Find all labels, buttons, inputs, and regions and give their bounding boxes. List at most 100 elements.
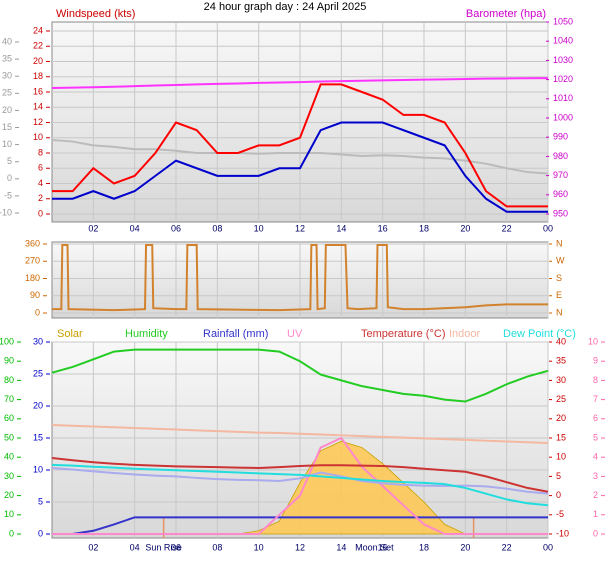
annotation: Moon Set	[355, 542, 394, 552]
y-tick-label: 20	[33, 56, 43, 66]
y2-tick-label: W	[556, 256, 565, 266]
y2-axis-label: Barometer (hpa)	[466, 8, 546, 20]
y-tick-label: 0	[38, 528, 43, 538]
y3-tick-label: 60	[4, 413, 14, 423]
y3-tick-label: 10	[2, 139, 12, 149]
x-tick-label: 16	[378, 223, 388, 233]
y-tick-label: 24	[33, 25, 43, 35]
y2-tick-label: 950	[553, 208, 568, 218]
x-tick-label: 06	[171, 223, 181, 233]
line	[51, 139, 549, 175]
line	[52, 83, 548, 208]
legend-entry: Temperature (°C)	[361, 328, 445, 340]
y3-tick-label: 0	[7, 173, 12, 183]
y2-tick-label: -5	[556, 509, 564, 519]
y2-tick-label: 1010	[553, 93, 573, 103]
x-tick-label: 18	[419, 542, 429, 552]
y3-tick-label: 0	[9, 528, 14, 538]
y4-tick-label: 1	[593, 509, 598, 519]
y-tick-label: 12	[33, 117, 43, 127]
y4-tick-label: 8	[593, 375, 598, 385]
y2-tick-label: N	[556, 307, 563, 317]
y4-tick-label: 10	[588, 336, 598, 346]
y4-tick-label: 2	[593, 490, 598, 500]
y3-tick-label: 30	[2, 71, 12, 81]
y2-tick-label: 30	[556, 375, 566, 385]
y-tick-label: 270	[25, 256, 40, 266]
y2-tick-label: 1020	[553, 74, 573, 84]
y-tick-label: 22	[33, 41, 43, 51]
y-tick-label: 360	[25, 238, 40, 248]
y-tick-label: 6	[38, 163, 43, 173]
y3-tick-label: 35	[2, 53, 12, 63]
y3-tick-label: 90	[4, 356, 14, 366]
line	[51, 466, 549, 495]
x-tick-label: 02	[88, 542, 98, 552]
y2-tick-label: 25	[556, 394, 566, 404]
y2-tick-label: 990	[553, 132, 568, 142]
y2-tick-label: 960	[553, 189, 568, 199]
y-tick-label: 14	[33, 102, 43, 112]
chart-title: 24 hour graph day : 24 April 2025	[204, 1, 367, 13]
legend-entry: Indoor	[449, 328, 481, 340]
y3-tick-label: 10	[4, 509, 14, 519]
y3-tick-label: 15	[2, 122, 12, 132]
x-tick-label: 08	[212, 223, 222, 233]
y3-tick-label: 80	[4, 375, 14, 385]
y3-tick-label: 100	[0, 336, 14, 346]
y2-tick-label: 15	[556, 432, 566, 442]
y2-tick-label: -10	[556, 528, 569, 538]
x-tick-label: 16	[378, 542, 388, 552]
legend-entry: Dew Point (°C)	[503, 328, 576, 340]
y2-tick-label: 40	[556, 336, 566, 346]
x-tick-label: 10	[254, 542, 264, 552]
y3-tick-label: 40	[4, 452, 14, 462]
y3-tick-label: -5	[4, 190, 12, 200]
x-tick-label: 20	[460, 223, 470, 233]
y4-tick-label: 5	[593, 432, 598, 442]
y3-tick-label: 30	[4, 471, 14, 481]
y2-tick-label: S	[556, 273, 562, 283]
line	[51, 423, 549, 444]
x-tick-label: 14	[336, 223, 346, 233]
x-tick-label: 20	[460, 542, 470, 552]
x-tick-label: 00	[543, 542, 553, 552]
x-tick-label: 06	[171, 542, 181, 552]
legend-entry: UV	[287, 328, 303, 340]
x-tick-label: 02	[88, 223, 98, 233]
y-tick-label: 30	[33, 336, 43, 346]
y2-tick-label: 1030	[553, 55, 573, 65]
y-tick-label: 4	[38, 178, 43, 188]
x-tick-label: 00	[543, 223, 553, 233]
x-tick-label: 18	[419, 223, 429, 233]
line	[52, 516, 548, 535]
y2-tick-label: 970	[553, 170, 568, 180]
x-tick-label: 12	[295, 223, 305, 233]
x-tick-label: 22	[502, 223, 512, 233]
y-tick-label: 180	[25, 273, 40, 283]
y-tick-label: 2	[38, 193, 43, 203]
legend-entry: Solar	[57, 328, 83, 340]
line	[51, 456, 549, 493]
y2-tick-label: 10	[556, 452, 566, 462]
x-tick-label: 04	[130, 542, 140, 552]
y-tick-label: 90	[30, 290, 40, 300]
y2-tick-label: E	[556, 290, 562, 300]
y3-tick-label: 70	[4, 394, 14, 404]
y-tick-label: 18	[33, 71, 43, 81]
legend-entry: Humidity	[125, 328, 168, 340]
annotation: Sun Rise	[145, 542, 182, 552]
y3-tick-label: 5	[7, 156, 12, 166]
legend-entry: Rainfall (mm)	[203, 328, 268, 340]
x-tick-label: 14	[336, 542, 346, 552]
y4-tick-label: 3	[593, 471, 598, 481]
y4-tick-label: 6	[593, 413, 598, 423]
y-tick-label: 10	[33, 464, 43, 474]
y2-tick-label: 1050	[553, 16, 573, 26]
y2-tick-label: 5	[556, 471, 561, 481]
x-tick-label: 12	[295, 542, 305, 552]
y3-tick-label: 50	[4, 432, 14, 442]
y-axis-label: Windspeed (kts)	[56, 8, 135, 20]
line	[51, 463, 549, 507]
